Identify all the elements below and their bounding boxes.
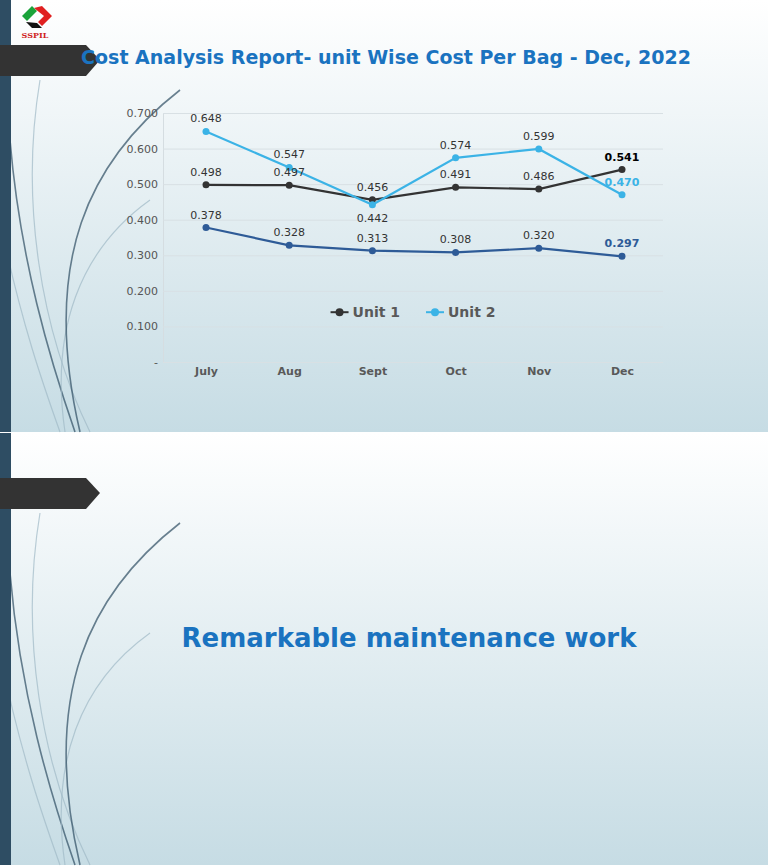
y-axis-line <box>164 114 664 363</box>
y-tick-label: 0.500 <box>127 178 159 191</box>
series-marker <box>619 166 626 173</box>
y-tick: 0.200 <box>127 285 664 298</box>
series-marker <box>369 201 376 208</box>
grid-line <box>163 291 663 292</box>
grid-line <box>163 113 663 114</box>
y-tick-label: 0.700 <box>127 107 159 120</box>
data-label: 0.491 <box>440 168 472 181</box>
decor-curve <box>61 633 150 865</box>
x-tick-label: Oct <box>446 365 467 378</box>
data-label: 0.547 <box>273 148 305 161</box>
series-marker <box>619 253 626 260</box>
decor-curve <box>66 523 180 865</box>
y-tick: 0.100 <box>127 320 664 333</box>
data-labels: 0.498 0.497 0.456 0.491 0.486 0.541 0.648 0.547… <box>190 112 639 250</box>
series-marker <box>535 245 542 252</box>
grid-line <box>163 220 663 221</box>
x-tick-label: July <box>194 365 218 378</box>
series-marker <box>535 145 542 152</box>
grid-line <box>163 326 663 327</box>
series-marker <box>619 191 626 198</box>
data-label: 0.378 <box>190 209 222 222</box>
x-tick: Sept <box>359 362 388 378</box>
data-label: 0.541 <box>605 151 640 164</box>
x-tick: Nov <box>527 362 552 378</box>
plot-area <box>203 128 626 260</box>
chart-title: Cost Analysis Report- unit Wise Cost Per… <box>81 46 691 68</box>
y-tick-label: 0.300 <box>127 249 159 262</box>
slide-background <box>0 0 768 432</box>
legend: Unit 1 Unit 2 <box>331 304 496 320</box>
data-label: 0.486 <box>523 170 555 183</box>
x-axis: July Aug Sept Oct Nov Dec <box>194 362 634 378</box>
data-label: 0.320 <box>523 229 555 242</box>
data-label: 0.648 <box>190 112 222 125</box>
y-tick-label: 0.200 <box>127 285 159 298</box>
data-label: 0.308 <box>440 233 472 246</box>
series-marker <box>286 242 293 249</box>
legend-item: Unit 2 <box>426 304 495 320</box>
slide: SSPIL Cost Analysis Report- unit Wise Cos… <box>0 0 768 432</box>
data-label: 0.442 <box>357 212 389 225</box>
series-marker <box>452 184 459 191</box>
data-label: 0.328 <box>273 226 305 239</box>
x-tick: Oct <box>446 362 467 378</box>
x-tick-label: Dec <box>611 365 634 378</box>
y-tick-label: 0.100 <box>127 320 159 333</box>
header-arrow <box>0 478 100 509</box>
y-tick-label: - <box>154 356 158 369</box>
series-marker <box>203 181 210 188</box>
data-label: 0.497 <box>273 166 305 179</box>
x-tick: Aug <box>278 362 302 378</box>
data-label: 0.470 <box>605 176 640 189</box>
data-label: 0.574 <box>440 139 472 152</box>
data-label: 0.498 <box>190 166 222 179</box>
series-marker <box>286 182 293 189</box>
series-marker <box>452 154 459 161</box>
series-marker <box>535 186 542 193</box>
slide-title: Remarkable maintenance work <box>182 623 638 653</box>
grid-line <box>163 362 663 363</box>
slide-background <box>0 433 768 865</box>
y-tick: - <box>154 356 663 369</box>
y-axis: - 0.100 0.200 0.300 0.400 0.500 0.600 0.700 <box>127 107 664 369</box>
y-tick-label: 0.600 <box>127 143 159 156</box>
series-marker <box>452 249 459 256</box>
grid-line <box>163 255 663 256</box>
legend-item: Unit 1 <box>331 304 400 320</box>
decor-curve <box>10 573 75 865</box>
slide: Remarkable maintenance work <box>0 433 768 865</box>
y-tick: 0.500 <box>127 178 664 191</box>
series-line <box>206 170 622 200</box>
series-line <box>206 228 622 257</box>
decor-curve <box>10 140 75 432</box>
x-axis-line <box>207 362 623 363</box>
grid-line <box>163 149 663 150</box>
legend-label: Unit 1 <box>353 304 400 320</box>
series-marker <box>203 224 210 231</box>
x-tick-label: Nov <box>527 365 552 378</box>
logo-text: SSPIL <box>22 30 49 40</box>
data-label: 0.297 <box>605 237 640 250</box>
data-label: 0.599 <box>523 130 555 143</box>
series-marker <box>369 247 376 254</box>
legend-marker <box>431 308 439 316</box>
logo: SSPIL <box>22 6 52 40</box>
x-tick: July <box>194 362 218 378</box>
y-tick: 0.600 <box>127 143 664 156</box>
legend-label: Unit 2 <box>448 304 495 320</box>
series-line <box>206 131 622 204</box>
series-marker <box>203 128 210 135</box>
decor-curve <box>61 200 150 432</box>
x-tick: Dec <box>611 362 634 378</box>
page: SSPIL Cost Analysis Report- unit Wise Cos… <box>0 0 768 866</box>
x-tick-label: Sept <box>359 365 388 378</box>
data-label: 0.313 <box>357 232 389 245</box>
x-tick-label: Aug <box>278 365 302 378</box>
y-tick-label: 0.400 <box>127 214 159 227</box>
logo-shape <box>26 22 42 28</box>
data-label: 0.456 <box>357 181 389 194</box>
decor-curve <box>66 90 180 432</box>
legend-marker <box>336 308 344 316</box>
